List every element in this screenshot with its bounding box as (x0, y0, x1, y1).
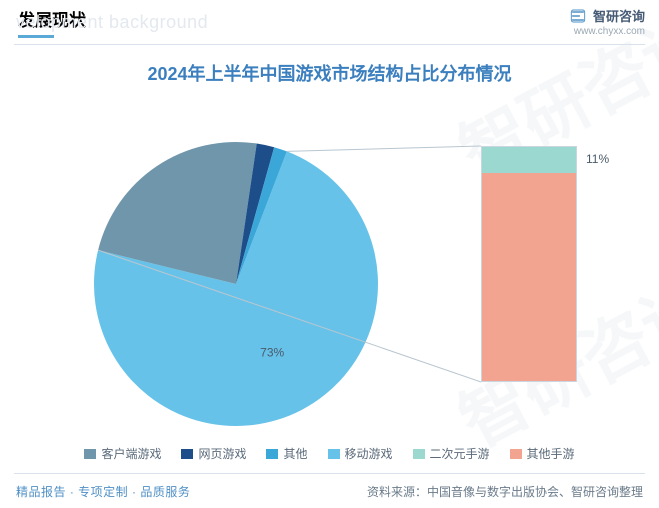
legend: 客户端游戏 网页游戏 其他 移动游戏 二次元手游 其他手游 (0, 445, 659, 462)
legend-item-other: 其他 (266, 445, 307, 462)
brand-url: www.chyxx.com (574, 26, 645, 37)
pie-label-mobile: 73% (260, 345, 284, 359)
footer: 精品报告 · 专项定制 · 品质服务 资料来源：中国音像与数字出版协会、智研咨询… (0, 483, 659, 500)
brand-block: 智研咨询 www.chyxx.com (569, 6, 645, 37)
legend-item-client: 客户端游戏 (84, 445, 161, 462)
legend-swatch-web (181, 449, 193, 459)
footer-left-text: 精品报告 · 专项定制 · 品质服务 (16, 483, 190, 500)
legend-item-acg_mobile: 二次元手游 (413, 445, 490, 462)
chart-title: 2024年上半年中国游戏市场结构占比分布情况 (0, 60, 659, 86)
legend-swatch-client (84, 449, 96, 459)
legend-label-other: 其他 (283, 445, 307, 462)
pie-chart: 73% (44, 118, 428, 450)
footer-right-text: 资料来源：中国音像与数字出版协会、智研咨询整理 (367, 483, 643, 500)
bottom-divider (14, 473, 645, 474)
breakout-label-acg_mobile: 11% (586, 152, 609, 166)
brand-name: 智研咨询 (593, 6, 645, 25)
category-label: 发展现状 (18, 6, 86, 38)
legend-swatch-other (266, 449, 278, 459)
legend-label-mobile: 移动游戏 (345, 445, 393, 462)
breakout-seg-other_mobile (482, 173, 576, 381)
breakout-seg-acg_mobile (482, 147, 576, 173)
legend-swatch-other_mobile (510, 449, 522, 459)
legend-label-web: 网页游戏 (198, 445, 246, 462)
legend-item-other_mobile: 其他手游 (510, 445, 575, 462)
brand-logo-icon (569, 7, 587, 25)
breakout-bar: 11% (481, 146, 577, 382)
legend-label-other_mobile: 其他手游 (527, 445, 575, 462)
legend-item-mobile: 移动游戏 (328, 445, 393, 462)
legend-label-acg_mobile: 二次元手游 (430, 445, 490, 462)
legend-label-client: 客户端游戏 (101, 445, 161, 462)
chart-area: 73% 11% (0, 98, 659, 428)
legend-swatch-acg_mobile (413, 449, 425, 459)
legend-item-web: 网页游戏 (181, 445, 246, 462)
top-divider (14, 44, 645, 45)
header: velopment background 发展现状 智研咨询 www.chyxx… (0, 0, 659, 42)
legend-swatch-mobile (328, 449, 340, 459)
